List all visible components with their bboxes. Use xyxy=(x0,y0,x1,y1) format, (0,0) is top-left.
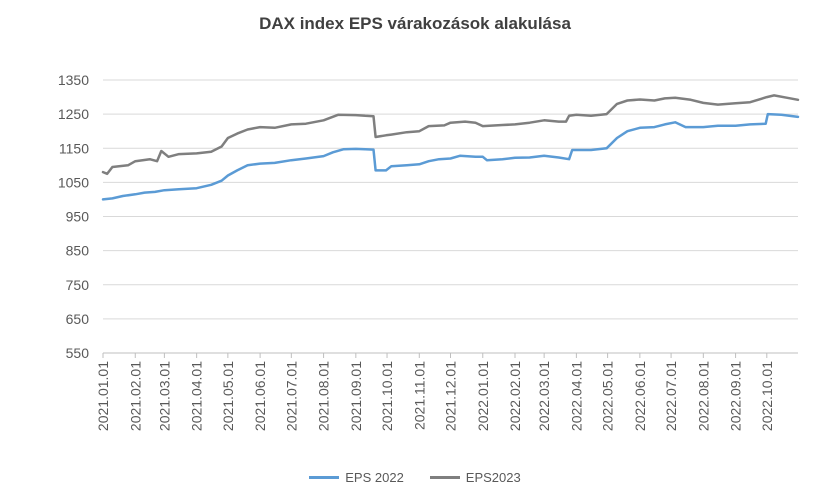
x-tick-label: 2022.10.01 xyxy=(759,361,775,431)
y-tick-label: 750 xyxy=(66,277,90,293)
y-tick-label: 950 xyxy=(66,209,90,225)
x-tick-label: 2022.03.01 xyxy=(536,361,552,431)
legend-label-eps-2023: EPS2023 xyxy=(465,470,521,485)
x-tick-label: 2022.02.01 xyxy=(507,361,523,431)
series-line-eps-2023 xyxy=(101,94,800,176)
x-tick-label: 2022.01.01 xyxy=(475,361,491,431)
series-layer xyxy=(101,94,800,201)
x-tick-label: 2021.02.01 xyxy=(127,361,143,431)
x-tick-label: 2021.08.01 xyxy=(316,361,332,431)
series-line-eps-2022 xyxy=(101,112,800,201)
y-tick-label: 1050 xyxy=(58,174,89,190)
x-tick-label: 2021.11.01 xyxy=(411,361,427,430)
x-tick-label: 2022.08.01 xyxy=(695,361,711,431)
x-tick-label: 2021.06.01 xyxy=(252,361,268,431)
y-tick-label: 550 xyxy=(66,345,90,361)
legend-label-eps-2022: EPS 2022 xyxy=(345,470,404,485)
x-tick-label: 2021.03.01 xyxy=(156,361,172,431)
legend-item-eps-2022[interactable]: EPS 2022 xyxy=(309,470,404,485)
legend-swatch-eps-2022 xyxy=(309,476,340,479)
y-tick-label: 1350 xyxy=(58,72,89,88)
y-tick-label: 1150 xyxy=(59,140,89,156)
x-tick-label: 2022.07.01 xyxy=(663,361,679,431)
y-tick-label: 850 xyxy=(66,243,90,259)
legend-swatch-eps-2023 xyxy=(429,476,460,479)
x-tick-label: 2021.05.01 xyxy=(220,361,236,431)
x-tick-label: 2022.05.01 xyxy=(600,361,616,431)
legend-item-eps-2023[interactable]: EPS2023 xyxy=(429,470,521,485)
x-tick-label: 2022.09.01 xyxy=(728,361,744,431)
x-tick-label: 2022.04.01 xyxy=(568,361,584,431)
y-tick-label: 650 xyxy=(66,311,90,327)
x-tick-label: 2021.12.01 xyxy=(443,361,459,431)
x-tick-label: 2021.01.01 xyxy=(95,361,111,431)
x-tick-label: 2021.07.01 xyxy=(283,361,299,431)
grid-layer xyxy=(103,79,798,354)
x-tick-label: 2021.09.01 xyxy=(348,361,364,431)
y-tick-label: 1250 xyxy=(58,106,89,122)
x-tick-label: 2021.10.01 xyxy=(379,361,395,431)
legend: EPS 2022 EPS2023 xyxy=(0,470,830,485)
axis-layer xyxy=(102,352,798,358)
label-layer: 550 650 750 850 950 1050 1150 1250 1350 2021.01.0… xyxy=(58,72,775,431)
x-tick-label: 2021.04.01 xyxy=(189,361,205,431)
chart-title: DAX index EPS várakozások alakulása xyxy=(259,14,571,33)
x-tick-label: 2022.06.01 xyxy=(632,361,648,431)
